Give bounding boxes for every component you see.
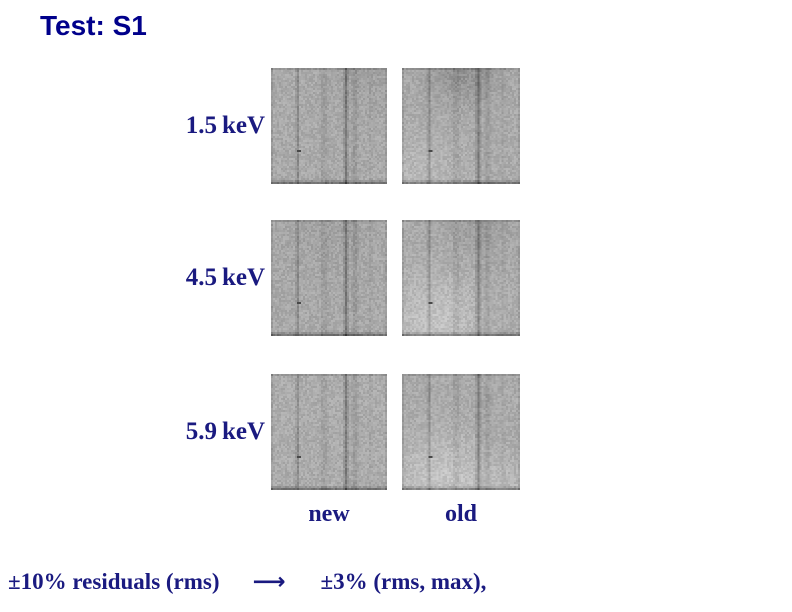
row-label-energy-3: 5.9 keV (185, 418, 265, 445)
caption-after-text: ±3% (rms, max), (320, 569, 487, 594)
caption-line: ±10% residuals (rms) ⟶ ±3% (rms, max), (8, 569, 486, 595)
detector-image-4.5kev-new (271, 220, 387, 336)
row-label-energy-2: 4.5 keV (185, 264, 265, 291)
column-label-new: new (308, 501, 350, 527)
detector-image-5.9kev-new (271, 374, 387, 490)
detector-image-1.5kev-new (271, 68, 387, 184)
detector-image-4.5kev-old (402, 220, 520, 336)
detector-image-1.5kev-old (402, 68, 520, 184)
right-arrow-icon: ⟶ (252, 569, 286, 595)
column-label-old: old (444, 501, 477, 527)
caption-before-text: ±10% residuals (rms) (8, 569, 220, 594)
row-label-energy-1: 1.5 keV (185, 112, 265, 139)
slide-title: Test: S1 (40, 10, 147, 41)
detector-image-5.9kev-old (402, 374, 520, 490)
